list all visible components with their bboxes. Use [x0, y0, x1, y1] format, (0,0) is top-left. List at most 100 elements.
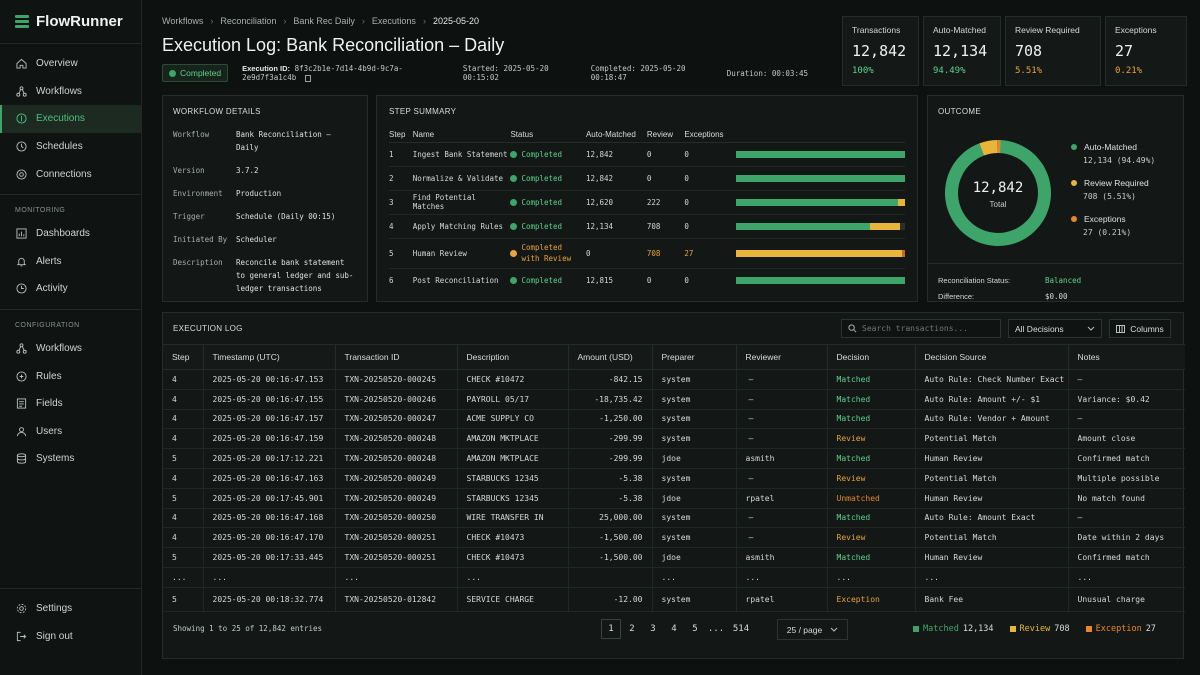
copy-icon[interactable]: [304, 74, 311, 82]
sidebar-item-main-workflows[interactable]: Workflows: [0, 78, 141, 106]
page-size-value: 25 / page: [786, 624, 823, 635]
step-step: 4: [389, 214, 413, 239]
detail-row: Workflow Bank Reconciliation – Daily: [173, 128, 356, 164]
execution-id-label: Execution ID:: [242, 64, 291, 73]
log-column-header[interactable]: Amount (USD): [568, 344, 653, 370]
sidebar-item-label: Schedules: [36, 141, 83, 153]
log-column-header[interactable]: Decision Source: [915, 344, 1069, 370]
table-row[interactable]: 4 2025-05-20 00:16:47.157 TXN-20250520-000…: [163, 409, 1185, 430]
step-row[interactable]: 5 Human Review Completed with Review 0 708 27: [389, 238, 905, 269]
sidebar-item-monitoring-dashboards[interactable]: Dashboards: [0, 220, 141, 248]
breadcrumb-item[interactable]: Reconciliation: [220, 16, 277, 26]
progress-segment: [736, 249, 902, 257]
step-exceptions: 27: [684, 238, 736, 269]
step-auto-matched: 12,134: [585, 214, 647, 239]
columns-button[interactable]: Columns: [1109, 319, 1171, 338]
sidebar-item-main-overview[interactable]: Overview: [0, 50, 141, 78]
duration-label: Duration:: [726, 68, 768, 78]
table-row[interactable]: 4 2025-05-20 00:16:47.168 TXN-20250520-000…: [163, 508, 1185, 529]
step-review: 0: [646, 142, 685, 167]
sidebar-item-bottom-sign-out[interactable]: Sign out: [0, 623, 141, 651]
step-progress-bar: [736, 174, 905, 182]
table-row[interactable]: 5 2025-05-20 00:17:12.221 TXN-20250520-000…: [163, 448, 1185, 469]
log-column-header[interactable]: Transaction ID: [335, 344, 458, 370]
sidebar-item-main-connections[interactable]: Connections: [0, 160, 141, 188]
step-step: 3: [389, 190, 413, 215]
table-row[interactable]: 4 2025-05-20 00:16:47.155 TXN-20250520-000…: [163, 389, 1185, 410]
log-cell-decision-source: Human Review: [915, 547, 1069, 568]
sidebar-item-configuration-rules[interactable]: Rules: [0, 362, 141, 390]
log-cell-timestamp-utc: 2025-05-20 00:16:47.159: [203, 428, 336, 450]
log-column-header[interactable]: Step: [163, 344, 204, 370]
log-cell-timestamp-utc: ...: [203, 567, 336, 588]
log-column-header[interactable]: Decision: [827, 344, 916, 370]
breadcrumb-item[interactable]: Workflows: [162, 16, 204, 26]
page-button-5[interactable]: 5: [692, 624, 698, 634]
log-cell-description: CHECK #10473: [457, 527, 569, 549]
log-column-header[interactable]: Preparer: [652, 344, 737, 370]
log-cell-transaction-id: TXN-20250520-000247: [335, 409, 458, 430]
log-cell-transaction-id: TXN-20250520-000249: [335, 488, 458, 509]
log-cell-notes: Amount close: [1068, 428, 1185, 450]
legend-square: [1085, 625, 1092, 632]
page-button-2[interactable]: 2: [629, 624, 635, 634]
completed-value: 2025-05-20 00:18:47: [590, 64, 686, 82]
sidebar: FlowRunner Overview Workflows Executions Sc…: [0, 0, 142, 675]
log-cell-step: 5: [163, 587, 204, 612]
legend-item: Review Required 708 (5.51%): [1071, 178, 1155, 201]
step-name: Normalize & Validate: [412, 166, 511, 191]
step-review: 0: [646, 275, 652, 285]
sidebar-item-monitoring-activity[interactable]: Activity: [0, 275, 141, 303]
sidebar-item-configuration-users[interactable]: Users: [0, 418, 141, 446]
table-row[interactable]: 5 2025-05-20 00:17:45.901 TXN-20250520-000…: [163, 488, 1185, 509]
log-cell-notes: —: [1068, 508, 1185, 529]
breadcrumb-item[interactable]: Executions: [371, 16, 416, 26]
page-size-select[interactable]: 25 / page: [777, 619, 848, 640]
log-column-header[interactable]: Notes: [1068, 344, 1185, 370]
table-row[interactable]: 4 2025-05-20 00:16:47.159 TXN-20250520-000…: [163, 428, 1185, 450]
sidebar-item-label: Executions: [36, 113, 85, 125]
step-name: Apply Matching Rules: [412, 214, 511, 239]
sidebar-item-configuration-systems[interactable]: Systems: [0, 445, 141, 473]
search-input[interactable]: [862, 324, 992, 333]
columns-icon: [1116, 324, 1126, 333]
sidebar-item-main-schedules[interactable]: Schedules: [0, 133, 141, 161]
decision-filter-select[interactable]: All Decisions: [1008, 319, 1102, 338]
log-column-header[interactable]: Timestamp (UTC): [203, 344, 336, 370]
step-row[interactable]: 4 Apply Matching Rules Completed 12,134 708 0: [389, 214, 905, 239]
step-row[interactable]: 3 Find Potential Matches Completed 12,620 22…: [389, 190, 905, 215]
sidebar-item-configuration-fields[interactable]: Fields: [0, 390, 141, 418]
log-cell-amount-usd: -5.38: [568, 488, 653, 509]
log-cell-decision: ...: [827, 567, 916, 588]
page-button-4[interactable]: 4: [671, 624, 677, 634]
step-progress-bar: [736, 222, 905, 230]
page-button-514[interactable]: 514: [732, 624, 750, 634]
log-cell-description: WIRE TRANSFER IN: [457, 508, 569, 529]
log-column-header[interactable]: Description: [457, 344, 569, 370]
legend-name: Exceptions: [1084, 214, 1126, 224]
detail-value: Production: [236, 189, 282, 198]
table-row[interactable]: ...........................: [163, 567, 1185, 588]
step-row[interactable]: 1 Ingest Bank Statement Completed 12,842 0 0: [389, 142, 905, 167]
log-cell-timestamp-utc: 2025-05-20 00:17:12.221: [203, 448, 336, 469]
page-button-1[interactable]: 1: [601, 619, 621, 639]
table-row[interactable]: 5 2025-05-20 00:17:33.445 TXN-20250520-000…: [163, 547, 1185, 568]
step-row[interactable]: 2 Normalize & Validate Completed 12,842 0 0: [389, 166, 905, 191]
breadcrumb-item[interactable]: Bank Rec Daily: [293, 16, 355, 26]
logo[interactable]: FlowRunner: [0, 0, 141, 44]
sidebar-item-main-executions[interactable]: Executions: [0, 105, 141, 133]
sidebar-item-monitoring-alerts[interactable]: Alerts: [0, 248, 141, 276]
table-row[interactable]: 4 2025-05-20 00:16:47.153 TXN-20250520-000…: [163, 369, 1185, 390]
sidebar-item-configuration-workflows[interactable]: Workflows: [0, 335, 141, 363]
log-cell-reviewer: —: [736, 468, 828, 489]
step-row[interactable]: 6 Post Reconciliation Completed 12,815 0 0: [389, 268, 905, 292]
page-button-3[interactable]: 3: [650, 624, 656, 634]
started-label: Started:: [462, 64, 499, 73]
table-row[interactable]: 5 2025-05-20 00:18:32.774 TXN-20250520-012…: [163, 587, 1185, 612]
log-column-header[interactable]: Reviewer: [736, 344, 828, 370]
logo-icon: [15, 15, 29, 28]
step-status: Completed: [510, 174, 586, 183]
table-row[interactable]: 4 2025-05-20 00:16:47.170 TXN-20250520-000…: [163, 527, 1185, 549]
sidebar-item-bottom-settings[interactable]: Settings: [0, 595, 141, 623]
table-row[interactable]: 4 2025-05-20 00:16:47.163 TXN-20250520-000…: [163, 468, 1185, 489]
